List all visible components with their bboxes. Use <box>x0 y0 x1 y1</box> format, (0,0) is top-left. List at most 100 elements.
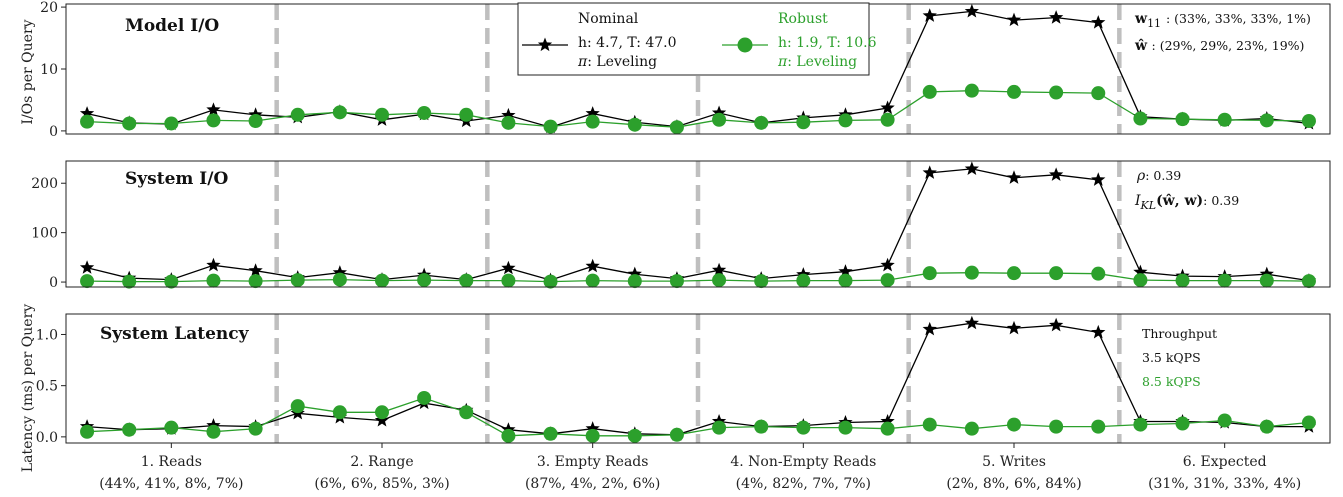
nominal-star-point <box>1049 10 1064 24</box>
nominal-star-point <box>585 258 600 273</box>
robust-circle-point <box>1007 84 1021 99</box>
legend-nominal-label: Nominal <box>578 11 639 27</box>
annotation-rho: ρ: 0.39 <box>1136 168 1181 184</box>
robust-circle-point <box>1049 419 1064 434</box>
robust-series-line <box>87 272 1309 283</box>
robust-circle-point <box>164 274 179 289</box>
nominal-star-point <box>1049 167 1064 181</box>
nominal-star-point <box>206 257 221 272</box>
robust-circle-point <box>712 273 727 288</box>
robust-circle-point <box>543 119 558 134</box>
robust-circle-point <box>838 113 853 128</box>
nominal-star-point <box>79 260 95 274</box>
panel-3: 0.0 0.5 1.0 <box>36 313 1331 446</box>
annotation-throughput: Throughput 3.5 kQPS 8.5 kQPS <box>1142 326 1217 389</box>
nominal-star-point <box>1006 320 1022 335</box>
throughput-nominal: 3.5 kQPS <box>1142 350 1201 365</box>
robust-circle-point <box>543 426 558 441</box>
y-tick-label: 20 <box>40 0 58 16</box>
panel-title-system-io: System I/O <box>125 169 228 189</box>
y-tick-label: 0 <box>49 124 58 140</box>
legend-robust-circle-marker <box>737 37 753 53</box>
y-tick-label: 0.5 <box>36 379 58 395</box>
robust-circle-point <box>80 114 95 129</box>
robust-circle-point <box>459 405 474 420</box>
x-group-mix: (31%, 31%, 33%, 4%) <box>1148 476 1301 492</box>
annotation-w11: w11 : (33%, 33%, 33%, 1%) <box>1134 11 1311 30</box>
robust-circle-point <box>796 273 811 288</box>
robust-circle-point <box>669 427 684 442</box>
robust-circle-point <box>1217 112 1232 127</box>
robust-circle-point <box>1175 273 1190 288</box>
annotation-w11-subscript: 11 <box>1147 17 1161 30</box>
x-group-mix: (6%, 6%, 85%, 3%) <box>314 476 449 492</box>
robust-circle-point <box>417 273 432 288</box>
annotation-what-symbol: ŵ <box>1134 38 1148 54</box>
nominal-star-point <box>880 100 895 115</box>
robust-circle-point <box>1091 419 1106 434</box>
robust-circle-point <box>290 107 305 122</box>
robust-circle-point <box>290 399 305 414</box>
robust-circle-point <box>585 428 600 443</box>
nominal-star-point <box>922 8 937 22</box>
robust-circle-point <box>838 420 853 435</box>
annotation-ikl-value: : 0.39 <box>1203 193 1239 208</box>
legend-nominal-params: h: 4.7, T: 47.0 <box>578 35 677 51</box>
robust-circle-point <box>754 274 769 289</box>
robust-circle-point <box>627 117 642 132</box>
nominal-star-point <box>711 262 727 277</box>
x-group-mix: (4%, 82%, 7%, 7%) <box>736 476 871 492</box>
y-tick-label: 1.0 <box>36 327 58 343</box>
robust-circle-point <box>375 273 389 288</box>
robust-circle-point <box>501 115 516 130</box>
nominal-star-point <box>964 3 979 18</box>
nominal-star-point <box>838 264 853 278</box>
robust-circle-point <box>122 116 137 131</box>
nominal-star-point <box>248 263 263 277</box>
nominal-star-point <box>880 414 895 428</box>
robust-circle-point <box>964 265 979 280</box>
robust-circle-point <box>290 273 305 288</box>
nominal-star-point <box>1133 264 1148 279</box>
robust-series-line <box>87 397 1309 437</box>
y-axis-label-top: I/Os per Query <box>20 19 36 124</box>
throughput-label: Throughput <box>1142 326 1217 341</box>
robust-circle-point <box>669 274 684 289</box>
nominal-series-line <box>86 10 1309 128</box>
annotation-ikl-symbol: I <box>1134 193 1141 209</box>
robust-circle-point <box>164 116 179 131</box>
robust-circle-point <box>1175 416 1190 431</box>
x-group-name: 4. Non-Empty Reads <box>730 454 876 470</box>
nominal-star-point <box>585 421 600 435</box>
robust-circle-point <box>332 272 347 287</box>
legend-robust-label: Robust <box>778 11 828 27</box>
robust-circle-point <box>1007 266 1021 281</box>
x-group-name: 2. Range <box>350 454 413 470</box>
annotation-ikl: IKL(ŵ, w): 0.39 <box>1134 193 1239 212</box>
robust-circle-point <box>1217 413 1232 428</box>
x-group-mix: (2%, 8%, 6%, 84%) <box>946 476 1081 492</box>
robust-circle-point <box>1091 86 1106 101</box>
robust-circle-point <box>206 424 221 439</box>
nominal-star-point <box>206 102 221 116</box>
nominal-star-point <box>79 106 95 120</box>
robust-circle-point <box>1133 111 1148 126</box>
nominal-star-point <box>1049 317 1064 332</box>
nominal-star-point <box>711 105 727 120</box>
nominal-star-point <box>1091 15 1106 29</box>
robust-circle-point <box>880 112 895 127</box>
panel-title-system-latency: System Latency <box>100 324 250 344</box>
y-tick-label: 0 <box>49 275 58 291</box>
robust-circle-point <box>459 107 474 122</box>
panel-2: 0 100 200 <box>31 160 1331 291</box>
nominal-star-point <box>585 106 600 120</box>
x-group-name: 3. Empty Reads <box>537 454 649 470</box>
robust-circle-point <box>1301 415 1316 430</box>
robust-circle-point <box>585 273 600 288</box>
robust-circle-point <box>501 428 516 443</box>
robust-circle-point <box>375 405 389 420</box>
robust-circle-point <box>1259 113 1274 128</box>
robust-circle-point <box>164 420 179 435</box>
robust-circle-point <box>501 273 516 288</box>
